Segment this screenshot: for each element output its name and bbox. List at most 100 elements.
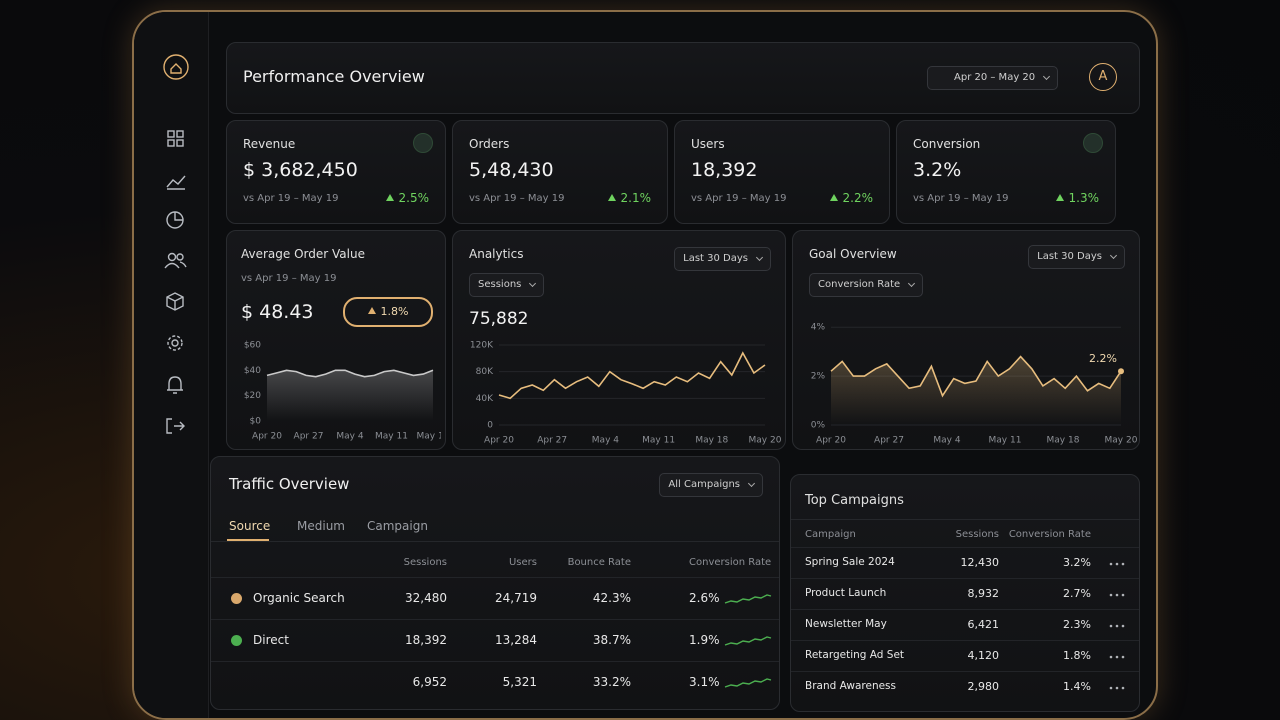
row-sparkline xyxy=(724,678,772,688)
sidebar-icons xyxy=(163,54,189,434)
row-divider xyxy=(791,671,1139,672)
change: 2.1% xyxy=(607,191,651,205)
row-menu[interactable] xyxy=(1109,592,1125,598)
kpi-value: $ 3,682,450 xyxy=(243,159,358,181)
y-tick-label: $20 xyxy=(244,391,261,401)
aov-value: $ 48.43 xyxy=(241,301,314,323)
analytics-title: Analytics xyxy=(469,247,524,261)
menu-dot xyxy=(1121,686,1125,690)
home-icon[interactable] xyxy=(163,54,189,80)
date-range[interactable]: Apr 20 – May 20 xyxy=(927,66,1059,90)
cell: Retargeting Ad Set xyxy=(805,649,905,661)
y-tick-label: $40 xyxy=(244,366,261,376)
cell: Brand Awareness xyxy=(805,680,896,692)
cell: Spring Sale 2024 xyxy=(805,556,895,568)
x-tick-label: Apr 20 xyxy=(252,432,282,442)
cell: 6,421 xyxy=(967,618,1000,631)
settings-icon[interactable] xyxy=(167,335,183,351)
change: 2.5% xyxy=(385,191,429,205)
date-text: Apr 20 – May 20 xyxy=(954,72,1036,83)
x-tick-label: May 18 xyxy=(1047,436,1080,446)
tab[interactable]: Medium xyxy=(297,519,345,533)
notifications-icon[interactable] xyxy=(167,376,183,394)
kpi-value: 3.2% xyxy=(913,159,962,181)
source-dot xyxy=(231,635,242,646)
x-tick-label: Apr 27 xyxy=(874,436,904,446)
analytics-icon[interactable] xyxy=(166,175,186,190)
period: Last 30 Days xyxy=(1037,251,1102,262)
y-tick-label: 120K xyxy=(470,341,494,351)
trend-icon xyxy=(1083,133,1103,153)
menu-dot xyxy=(1109,562,1113,566)
campaigns-title: Top Campaigns xyxy=(805,493,904,508)
logout-icon[interactable] xyxy=(166,418,185,434)
cell: 2,980 xyxy=(967,680,1000,693)
cell: 8,932 xyxy=(967,587,1000,600)
chart: 0% 2% 4% Apr 20 Apr 27 May 4 May 11 May 18 May 2… xyxy=(811,323,1137,446)
x-tick-label: May 18 xyxy=(695,436,728,446)
reports-icon[interactable] xyxy=(166,211,184,229)
cell: 38.7% xyxy=(592,633,631,647)
metric-dropdown[interactable]: Sessions xyxy=(469,273,545,297)
column-header: Conversion Rate xyxy=(1008,529,1091,540)
period-dropdown[interactable]: Last 30 Days xyxy=(674,247,771,271)
menu-dot xyxy=(1115,655,1119,659)
products-icon[interactable] xyxy=(166,292,184,311)
data-area xyxy=(267,370,433,421)
users-icon[interactable] xyxy=(164,252,187,269)
metric: Conversion Rate xyxy=(818,279,901,290)
column-header: Users xyxy=(508,557,537,568)
cell: 13,284 xyxy=(495,633,537,647)
source-name: Organic Search xyxy=(253,591,345,605)
kpi-compare: vs Apr 19 – May 19 xyxy=(243,193,339,204)
page-title: Performance Overview xyxy=(243,67,425,86)
kpi-compare: vs Apr 19 – May 19 xyxy=(469,193,565,204)
traffic-card: Traffic Overview All Campaigns Source Mediu… xyxy=(210,456,780,710)
filter: All Campaigns xyxy=(668,479,740,490)
dashboard-icon[interactable] xyxy=(167,130,184,147)
cell: 1.8% xyxy=(1063,649,1091,662)
row-menu[interactable] xyxy=(1109,685,1125,691)
campaign-filter[interactable]: All Campaigns xyxy=(659,473,763,497)
x-tick-label: Apr 27 xyxy=(537,436,567,446)
menu-dot xyxy=(1109,624,1113,628)
analytics-value: 75,882 xyxy=(469,309,529,329)
aov-compare: vs Apr 19 – May 19 xyxy=(241,273,337,284)
tab[interactable]: Campaign xyxy=(367,519,428,533)
row-sparkline xyxy=(724,594,772,604)
sparkline xyxy=(724,594,772,604)
x-tick-label: Apr 20 xyxy=(484,436,514,446)
sparkline xyxy=(724,678,772,688)
data-line xyxy=(830,355,1122,398)
change: 2.2% xyxy=(829,191,873,205)
cell: Product Launch xyxy=(805,587,887,599)
row-sparkline xyxy=(724,636,772,646)
row-menu[interactable] xyxy=(1109,654,1125,660)
cell: 3.2% xyxy=(1063,556,1091,569)
up-arrow xyxy=(367,307,376,314)
row-menu[interactable] xyxy=(1109,561,1125,567)
x-tick-label: May 11 xyxy=(989,436,1022,446)
source-dot xyxy=(231,593,242,604)
kpi-label: Revenue xyxy=(243,137,296,151)
column-header: Campaign xyxy=(805,529,856,540)
x-tick-label: May 18 xyxy=(417,432,441,442)
cell: 24,719 xyxy=(495,591,537,605)
metric-dropdown[interactable]: Conversion Rate xyxy=(809,273,924,297)
avatar[interactable]: A xyxy=(1089,63,1117,91)
tab[interactable]: Source xyxy=(229,519,271,533)
cell: 5,321 xyxy=(502,675,537,689)
y-tick-label: 0 xyxy=(487,421,493,431)
cell: 32,480 xyxy=(405,591,447,605)
menu-dot xyxy=(1121,593,1125,597)
home-glyph xyxy=(170,63,182,74)
y-tick-label: $0 xyxy=(250,417,262,427)
traffic-title: Traffic Overview xyxy=(229,475,350,493)
metric: Sessions xyxy=(478,279,522,290)
row-divider xyxy=(791,578,1139,579)
y-tick-label: 0% xyxy=(811,421,826,431)
header-panel: Performance Overview Apr 20 – May 20 A xyxy=(226,42,1140,114)
period-dropdown[interactable]: Last 30 Days xyxy=(1028,245,1125,269)
row-menu[interactable] xyxy=(1109,623,1125,629)
